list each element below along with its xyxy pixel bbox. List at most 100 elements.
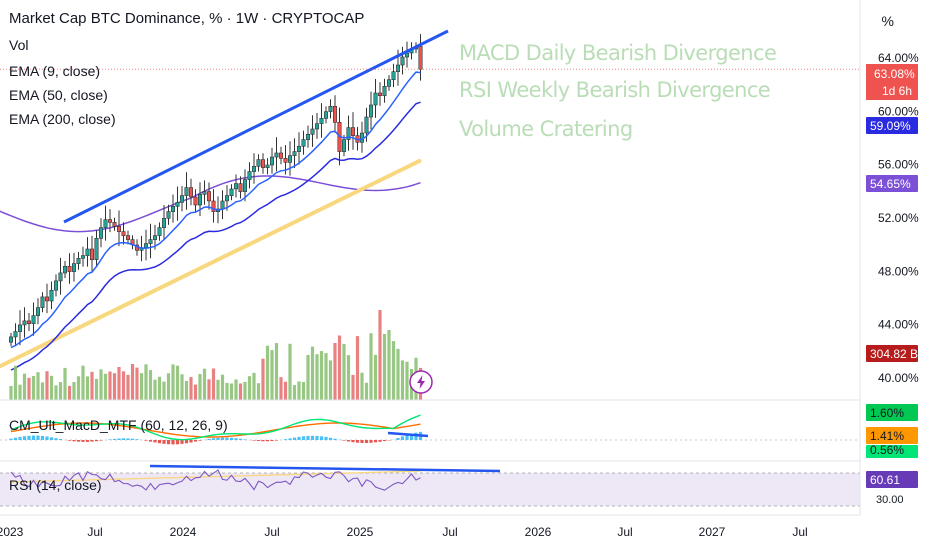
macd-histogram-bar xyxy=(49,437,54,440)
candle xyxy=(76,251,81,270)
candle-body xyxy=(323,111,328,119)
macd-histogram-bar xyxy=(310,435,315,440)
macd-histogram-bar xyxy=(22,436,27,440)
candle-body xyxy=(44,296,49,302)
candle-body xyxy=(373,92,378,106)
legend-ema50[interactable]: EMA (50, close) xyxy=(9,87,108,103)
candle xyxy=(287,141,292,176)
candle xyxy=(17,310,22,346)
legend-ema9[interactable]: EMA (9, close) xyxy=(9,63,101,79)
macd-histogram-bar xyxy=(220,437,225,440)
ema9-badge: 59.09% xyxy=(870,119,911,133)
candle xyxy=(202,180,207,205)
candle-body xyxy=(180,195,185,203)
candle xyxy=(26,313,31,332)
candle-body xyxy=(314,123,319,130)
macd-histogram-bar xyxy=(189,440,193,443)
candle xyxy=(220,190,225,219)
candle xyxy=(58,257,63,295)
lightning-icon[interactable] xyxy=(409,370,433,394)
macd-histogram-bar xyxy=(198,440,202,441)
candle-body xyxy=(382,86,387,96)
rsi-band xyxy=(0,473,860,506)
macd-histogram-bar xyxy=(265,440,270,442)
macd-histogram-bar xyxy=(45,436,49,440)
candle xyxy=(225,185,230,211)
candle-body xyxy=(225,195,230,202)
candle-body xyxy=(292,151,297,156)
macd-divergence-line xyxy=(387,431,429,438)
price-plot[interactable] xyxy=(0,29,860,400)
candle-body xyxy=(278,152,283,159)
candle xyxy=(211,189,216,223)
macd-histogram-bar xyxy=(90,440,94,442)
price-tick-label: 52.00% xyxy=(878,211,919,225)
candle-body xyxy=(189,187,194,198)
macd-histogram-bar xyxy=(18,436,22,440)
candle xyxy=(346,115,351,151)
candle xyxy=(359,121,364,153)
time-scale[interactable]: 2023 Jul 2024 Jul 2025 Jul 2026 Jul 2027 Jul xyxy=(0,525,808,539)
macd-histogram-bar xyxy=(99,440,103,441)
legend-macd[interactable]: CM_Ult_MacD_MTF (60, 12, 26, 9) xyxy=(9,417,228,433)
axis-unit-toggle[interactable]: % xyxy=(881,13,894,29)
price-scale[interactable]: 64.00% 60.00% 56.00% 52.00% 48.00% 44.00% 40.0… xyxy=(878,51,919,385)
candle-body xyxy=(157,227,162,236)
macd-plot[interactable] xyxy=(0,414,860,445)
volume-bar xyxy=(238,383,243,400)
candle xyxy=(126,230,131,245)
macd-histogram-bar xyxy=(216,437,220,440)
volume-bar xyxy=(27,377,31,400)
volume-bar xyxy=(121,371,126,400)
volume-bar xyxy=(378,310,382,400)
volume-bar xyxy=(247,376,252,400)
volume-bar xyxy=(220,374,225,400)
candle xyxy=(121,222,126,245)
candle-body xyxy=(341,139,346,152)
macd-histogram-bar xyxy=(373,440,378,443)
volume-bar xyxy=(229,383,234,400)
volume-bar xyxy=(166,373,171,400)
candle xyxy=(386,75,391,91)
volume-bar xyxy=(94,378,99,400)
candle xyxy=(62,261,67,279)
candle-body xyxy=(247,171,252,180)
legend-rsi[interactable]: RSI (14, close) xyxy=(9,477,102,493)
candle-body xyxy=(72,263,77,272)
annotation-macd-divergence: MACD Daily Bearish Divergence xyxy=(459,41,777,65)
candle-body xyxy=(346,127,351,140)
macd-histogram-bar xyxy=(234,438,238,440)
candle-body xyxy=(395,64,400,72)
rsi-plot[interactable] xyxy=(0,464,860,507)
volume-bar xyxy=(76,376,81,400)
volume-bar xyxy=(292,385,297,400)
volume-bar xyxy=(103,373,108,400)
macd-histogram-bar xyxy=(148,440,153,442)
macd-histogram-bar xyxy=(243,439,247,440)
candle xyxy=(44,283,49,314)
legend-ema200[interactable]: EMA (200, close) xyxy=(9,111,116,127)
legend-vol[interactable]: Vol xyxy=(9,37,29,53)
macd-histogram-bar xyxy=(346,440,351,442)
volume-bar xyxy=(45,371,49,400)
macd-histogram-bar xyxy=(229,437,234,440)
macd-histogram-bar xyxy=(112,438,117,440)
macd-line xyxy=(10,414,421,441)
volume-bar xyxy=(153,379,157,400)
macd-histogram-bar xyxy=(193,440,198,442)
volume-bar xyxy=(198,374,202,400)
volume-bar xyxy=(63,367,67,400)
macd-histogram-bar xyxy=(355,440,360,443)
candle xyxy=(94,230,99,268)
candle xyxy=(112,217,117,231)
macd-histogram-bar xyxy=(405,434,409,440)
candle-body xyxy=(332,106,337,123)
macd-histogram-bar xyxy=(76,440,81,442)
candle-body xyxy=(296,146,301,152)
candle xyxy=(243,169,248,202)
candle-body xyxy=(220,200,225,210)
candle-body xyxy=(305,134,310,140)
macd-badge-b-bg xyxy=(866,427,918,444)
macd-histogram-bar xyxy=(171,440,175,445)
